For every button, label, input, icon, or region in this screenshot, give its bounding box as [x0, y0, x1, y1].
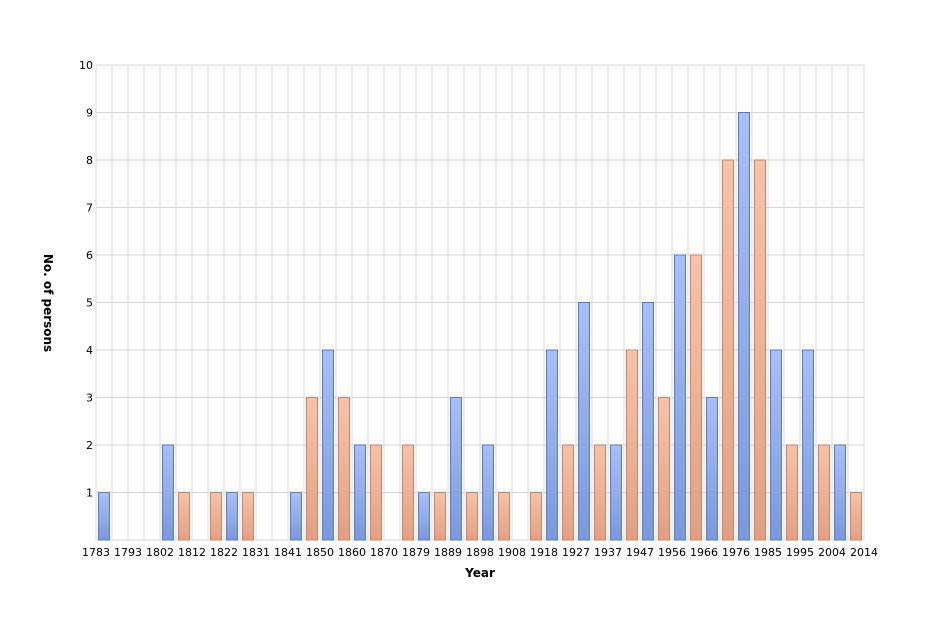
y-tick-label: 10	[79, 59, 93, 72]
bar-series-b	[754, 159, 766, 541]
x-tick-label: 1802	[146, 546, 174, 559]
x-axis-title: Year	[464, 566, 495, 580]
bar-series-b	[370, 444, 382, 541]
bar-series-b	[178, 492, 190, 541]
bar-series-b	[530, 492, 542, 541]
bar-series-b	[722, 159, 734, 541]
bar-series-a	[706, 397, 718, 541]
x-tick-label: 1937	[594, 546, 622, 559]
y-tick-label: 7	[86, 202, 93, 215]
bar-series-a	[418, 492, 430, 541]
bar-series-a	[770, 349, 782, 541]
bar-series-b	[562, 444, 574, 541]
x-tick-label: 1995	[786, 546, 814, 559]
x-tick-label: 1822	[210, 546, 238, 559]
y-tick-label: 6	[86, 249, 93, 262]
bar-series-a	[802, 349, 814, 541]
bar-series-b	[402, 444, 414, 541]
bar-series-b	[786, 444, 798, 541]
y-tick-label: 2	[86, 439, 93, 452]
x-tick-label: 1927	[562, 546, 590, 559]
bar-series-a	[834, 444, 846, 541]
x-tick-label: 1918	[530, 546, 558, 559]
bar-series-a	[546, 349, 558, 541]
bar-series-b	[466, 492, 478, 541]
y-axis-title: No. of persons	[41, 254, 55, 352]
bar-series-a	[738, 112, 750, 541]
grid	[95, 64, 865, 541]
x-tick-label: 1985	[754, 546, 782, 559]
x-tick-label: 1841	[274, 546, 302, 559]
bar-series-b	[498, 492, 510, 541]
bar-series-b	[658, 397, 670, 541]
y-tick-label: 5	[86, 297, 93, 310]
bar-series-a	[226, 492, 238, 541]
x-tick-label: 1783	[82, 546, 110, 559]
bar-series-b	[434, 492, 446, 541]
y-axis-ticks: 1 2 3 4 5 6 7 8 9 10	[79, 59, 93, 500]
bar-series-a	[610, 444, 622, 541]
x-tick-label: 1879	[402, 546, 430, 559]
x-tick-label: 2014	[850, 546, 878, 559]
bar-series-a	[482, 444, 494, 541]
bar-series-a	[674, 254, 686, 541]
y-tick-label: 1	[86, 487, 93, 500]
y-tick-label: 4	[86, 344, 93, 357]
bar-series-a	[162, 444, 174, 541]
x-tick-label: 1860	[338, 546, 366, 559]
bar-series-b	[818, 444, 830, 541]
bar-series-a	[354, 444, 366, 541]
bar-series-a	[578, 302, 590, 541]
bar-series-b	[690, 254, 702, 541]
x-tick-label: 1966	[690, 546, 718, 559]
x-tick-label: 1812	[178, 546, 206, 559]
bar-series-b	[338, 397, 350, 541]
x-tick-label: 1870	[370, 546, 398, 559]
x-tick-label: 1793	[114, 546, 142, 559]
x-tick-label: 1831	[242, 546, 270, 559]
bar-series-a	[98, 492, 110, 541]
bar-series-b	[306, 397, 318, 541]
bars	[98, 112, 862, 541]
y-tick-label: 3	[86, 392, 93, 405]
x-tick-label: 2004	[818, 546, 846, 559]
x-tick-label: 1850	[306, 546, 334, 559]
x-tick-label: 1889	[434, 546, 462, 559]
bar-series-b	[242, 492, 254, 541]
x-axis-ticks: 1783 1793 1802 1812 1822 1831 1841 1850 1860 1870…	[82, 546, 878, 559]
y-tick-label: 8	[86, 154, 93, 167]
bar-series-a	[290, 492, 302, 541]
bar-series-a	[642, 302, 654, 541]
x-tick-label: 1908	[498, 546, 526, 559]
x-tick-label: 1976	[722, 546, 750, 559]
bar-series-a	[450, 397, 462, 541]
bar-series-b	[850, 492, 862, 541]
bar-series-b	[626, 349, 638, 541]
bar-series-a	[322, 349, 334, 541]
bar-series-b	[594, 444, 606, 541]
x-tick-label: 1947	[626, 546, 654, 559]
y-tick-label: 9	[86, 107, 93, 120]
x-tick-label: 1898	[466, 546, 494, 559]
x-tick-label: 1956	[658, 546, 686, 559]
bar-series-b	[210, 492, 222, 541]
